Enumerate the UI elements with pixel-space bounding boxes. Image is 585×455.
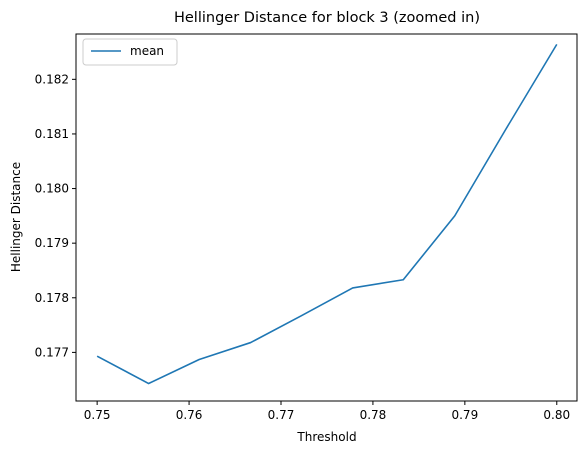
x-axis: 0.75 0.76 0.77 0.78 0.79 0.80 [84,401,570,422]
legend-box [82,38,178,66]
series-layer [96,43,558,385]
y-axis-label: Hellinger Distance [9,162,23,272]
x-tick-label: 0.76 [176,408,203,422]
y-tick-label: 0.178 [35,291,69,305]
y-tick-label: 0.181 [35,127,69,141]
x-axis-label: Threshold [296,430,356,444]
plot-frame [75,33,578,402]
y-tick-label: 0.180 [35,182,69,196]
y-tick-label: 0.182 [35,72,69,86]
chart-title: Hellinger Distance for block 3 (zoomed i… [174,10,480,26]
legend: mean [82,38,178,66]
legend-label: mean [130,44,164,58]
series-line-mean [96,43,558,385]
x-tick-label: 0.79 [451,408,478,422]
x-tick-label: 0.80 [543,408,570,422]
y-tick-label: 0.179 [35,236,69,250]
y-axis: 0.177 0.178 0.179 0.180 0.181 0.182 [35,72,76,359]
x-tick-label: 0.75 [84,408,111,422]
y-tick-label: 0.177 [35,345,69,359]
plot-area [76,34,577,401]
x-tick-label: 0.77 [268,408,295,422]
x-tick-label: 0.78 [360,408,387,422]
